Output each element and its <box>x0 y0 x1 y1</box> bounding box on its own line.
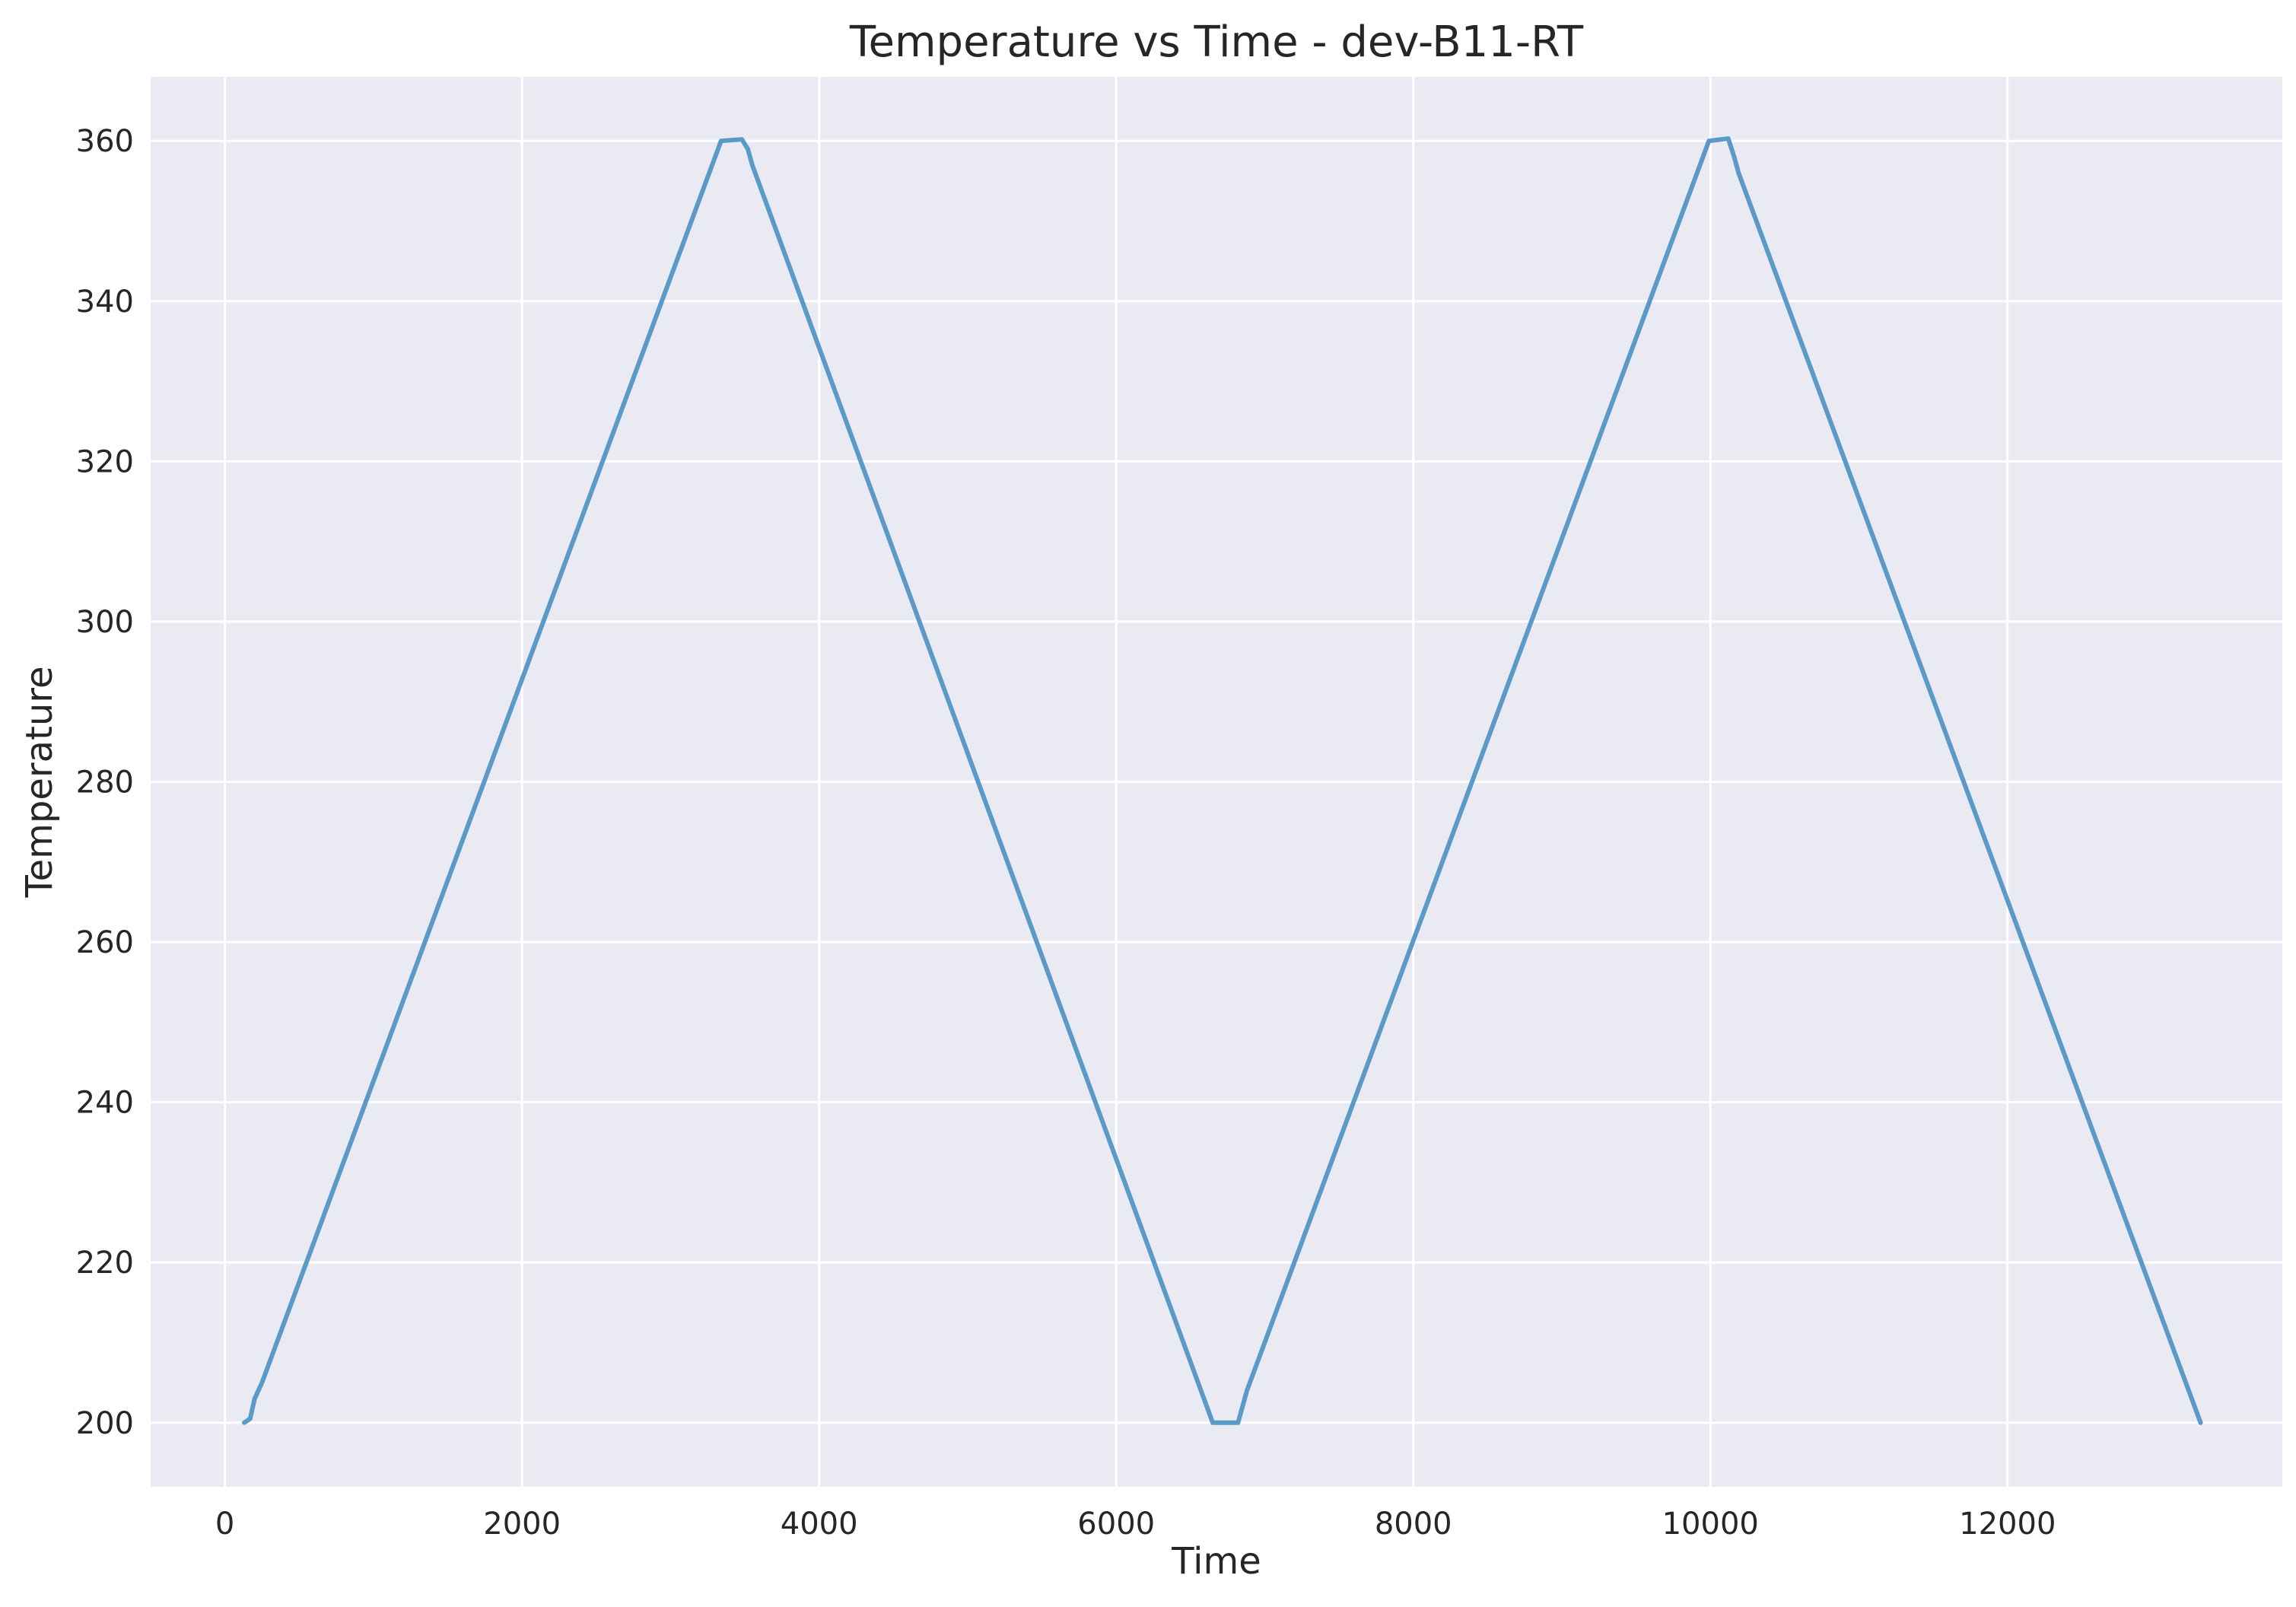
y-tick-labels: 200 220 240 260 280 300 320 340 360 <box>76 124 134 1441</box>
y-tick-label: 280 <box>76 765 134 800</box>
y-tick-label: 320 <box>76 444 134 479</box>
y-tick-label: 220 <box>76 1246 134 1281</box>
y-axis-label: Temperature <box>18 666 61 898</box>
x-tick-labels: 0 2000 4000 6000 8000 10000 12000 <box>215 1507 2056 1542</box>
y-tick-label: 360 <box>76 124 134 159</box>
series-layer <box>242 136 2203 1425</box>
y-tick-label: 260 <box>76 925 134 960</box>
x-axis-label: Time <box>1171 1540 1261 1583</box>
chart-title: Temperature vs Time - dev-B11-RT <box>849 18 1584 67</box>
x-tick-label: 0 <box>215 1507 234 1542</box>
series-line <box>242 136 2203 1425</box>
y-tick-label: 340 <box>76 285 134 320</box>
x-tick-label: 12000 <box>1959 1507 2056 1542</box>
y-tick-label: 300 <box>76 605 134 640</box>
y-tick-label: 200 <box>76 1406 134 1441</box>
x-tick-label: 2000 <box>483 1507 561 1542</box>
y-tick-label: 240 <box>76 1086 134 1121</box>
x-tick-label: 8000 <box>1375 1507 1452 1542</box>
x-tick-label: 10000 <box>1662 1507 1759 1542</box>
x-tick-label: 6000 <box>1077 1507 1155 1542</box>
x-tick-label: 4000 <box>781 1507 858 1542</box>
